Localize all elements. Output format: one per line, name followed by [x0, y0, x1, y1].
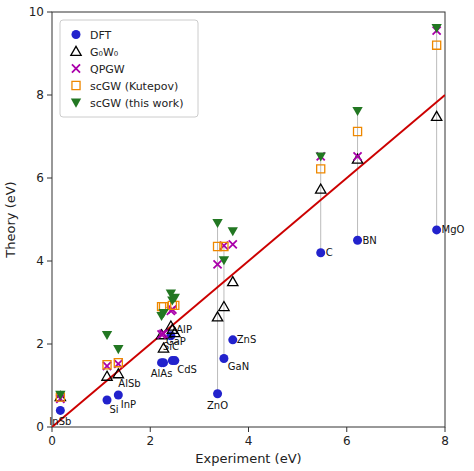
annotation: C	[326, 247, 333, 258]
y-tick-label: 4	[36, 254, 44, 268]
point	[432, 225, 441, 234]
point	[317, 165, 325, 173]
point	[354, 152, 362, 160]
point	[158, 309, 168, 318]
legend-label: DFT	[90, 29, 112, 42]
x-tick	[445, 427, 446, 432]
x-tick-label: 8	[441, 434, 449, 448]
legend-label: scGW (Kutepov)	[90, 80, 178, 93]
y-tick	[47, 12, 52, 13]
connector-line	[217, 223, 218, 394]
point	[213, 389, 222, 398]
chart: 0 2 4 6 8 0 2 4 6 8 10 Experiment (eV) Theory (eV) In…	[0, 0, 474, 471]
plot-area	[52, 24, 445, 427]
point	[316, 153, 326, 162]
legend-box	[60, 20, 198, 117]
annotation: CdS	[177, 364, 197, 375]
point	[113, 369, 123, 378]
x-axis-label: Experiment (eV)	[195, 451, 301, 466]
point	[113, 345, 123, 354]
annotation: BN	[362, 235, 376, 246]
point	[220, 242, 228, 250]
point	[102, 371, 112, 380]
y-tick-label: 6	[36, 171, 44, 185]
y-tick	[47, 95, 52, 96]
point	[102, 331, 112, 340]
point	[433, 41, 441, 49]
point	[212, 312, 222, 321]
annotation: AlAs	[151, 368, 173, 379]
legend-symbol	[72, 30, 81, 39]
y-tick	[47, 178, 52, 179]
legend-symbol	[72, 64, 80, 72]
point	[214, 260, 222, 268]
series	[55, 24, 442, 400]
point	[159, 358, 168, 367]
legend-label: QPGW	[90, 63, 125, 76]
legend: DFT G₀W₀ QPGW scGW (Kutepov) scGW (this work…	[60, 20, 198, 117]
connector-line	[357, 111, 358, 240]
point	[354, 127, 362, 135]
y-axis-label: Theory (eV)	[3, 181, 18, 258]
x-tick-label: 6	[343, 434, 351, 448]
y-tick-label: 10	[29, 5, 44, 19]
x-tick-label: 4	[245, 434, 253, 448]
annotation: InSb	[49, 416, 71, 427]
x-tick	[346, 427, 347, 432]
annotation: AlP	[176, 324, 192, 335]
annotation: MgO	[442, 224, 465, 235]
x-tick	[150, 427, 151, 432]
connector-line	[436, 28, 437, 230]
point	[219, 256, 229, 265]
point	[228, 227, 238, 236]
y-tick-label: 8	[36, 88, 44, 102]
point	[352, 107, 362, 116]
annotation: SiC	[163, 341, 179, 352]
legend-label: G₀W₀	[90, 46, 119, 59]
annotation: AlSb	[118, 378, 140, 389]
point	[212, 219, 222, 228]
point	[55, 392, 65, 401]
annotation: InP	[121, 399, 136, 410]
annotations: InSbSiInPZnOZnSGaNCdSAlAsGaPAlPCBNMgOSiC…	[49, 224, 464, 427]
annotation: Si	[109, 404, 118, 415]
reference-line	[52, 95, 445, 427]
point	[114, 359, 122, 367]
y-tick	[47, 261, 52, 262]
annotation: GaN	[228, 361, 249, 372]
point	[431, 24, 441, 33]
point	[228, 277, 238, 286]
connector-line	[320, 156, 321, 252]
series	[56, 225, 441, 415]
y-tick-label: 2	[36, 337, 44, 351]
point	[166, 321, 176, 330]
point	[316, 184, 326, 193]
point	[353, 236, 362, 245]
point	[316, 248, 325, 257]
annotation: ZnS	[237, 334, 257, 345]
legend-label: scGW (this work)	[90, 97, 183, 110]
point	[166, 289, 176, 298]
y-tick	[47, 344, 52, 345]
annotation: ZnO	[207, 400, 228, 411]
series	[55, 111, 442, 400]
x-tick-label: 2	[146, 434, 154, 448]
point	[219, 301, 229, 310]
legend-symbol	[71, 46, 81, 55]
x-tick	[248, 427, 249, 432]
y-tick-label: 0	[36, 420, 44, 434]
x-tick-label: 0	[48, 434, 56, 448]
point	[431, 111, 441, 120]
point	[103, 361, 111, 369]
legend-symbol	[71, 99, 81, 108]
x-tick	[52, 427, 53, 432]
legend-symbol	[72, 81, 80, 89]
series	[56, 27, 440, 403]
point	[168, 356, 177, 365]
point	[55, 391, 65, 400]
point	[56, 406, 65, 415]
point	[229, 240, 237, 248]
plot-frame	[52, 12, 445, 427]
